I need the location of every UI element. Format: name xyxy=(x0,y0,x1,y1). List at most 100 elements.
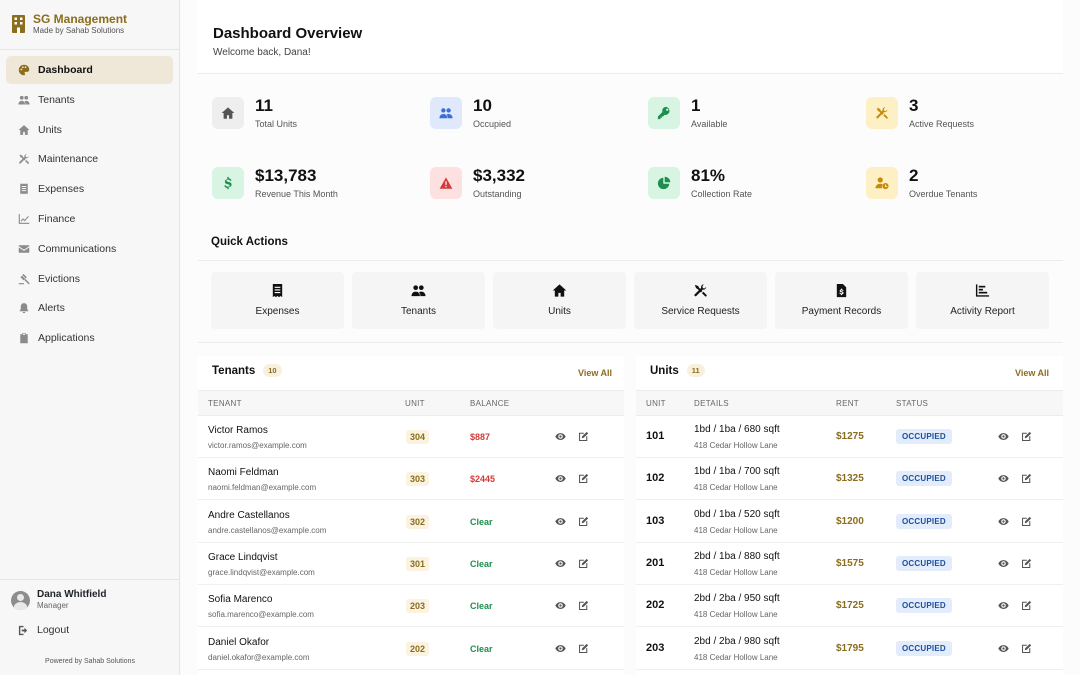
unit-number: 102 xyxy=(646,472,665,485)
sidebar-item-label: Maintenance xyxy=(38,153,99,166)
eye-icon[interactable] xyxy=(998,643,1009,654)
unit-address: 418 Cedar Hollow Lane xyxy=(694,441,778,450)
table-row[interactable]: Andre Castellanos andre.castellanos@examp… xyxy=(198,501,624,543)
unit-address: 418 Cedar Hollow Lane xyxy=(694,652,778,662)
quick-action-payment-records-button[interactable]: Payment Records xyxy=(775,272,908,329)
edit-icon[interactable] xyxy=(578,473,589,484)
stat-label: Active Requests xyxy=(909,119,975,129)
sidebar-item-alerts[interactable]: Alerts xyxy=(6,294,173,322)
edit-icon[interactable] xyxy=(578,516,589,527)
sign-out-icon xyxy=(18,625,28,635)
edit-icon[interactable] xyxy=(1021,431,1032,442)
quick-actions-grid: Expenses Tenants Units Service Requests Paym… xyxy=(211,272,1049,330)
unit-badge: 303 xyxy=(406,472,430,487)
table-row[interactable]: Victor Ramos victor.ramos@example.com 304 $… xyxy=(198,416,624,458)
logout-button[interactable]: Logout xyxy=(0,624,180,636)
tenants-view-all-link[interactable]: View All xyxy=(577,368,612,378)
tenant-email: daniel.okafor@example.com xyxy=(208,652,310,662)
table-row[interactable]: Sofia Marenco sofia.marenco@example.com 20… xyxy=(198,585,624,628)
stat-label: Available xyxy=(691,119,728,129)
quick-action-service-requests-button[interactable]: Service Requests xyxy=(634,272,767,329)
unit-address: 418 Cedar Hollow Lane xyxy=(694,610,778,620)
envelope-icon xyxy=(18,243,30,255)
brand[interactable]: SG Management Made by Sahab Solutions xyxy=(0,0,179,50)
sidebar-item-units[interactable]: Units xyxy=(6,116,173,144)
sidebar-item-label: Alerts xyxy=(38,302,65,315)
table-row[interactable]: Grace Lindqvist grace.lindqvist@example.c… xyxy=(198,543,624,585)
table-row[interactable]: 202 2bd / 2ba / 950 sqft 418 Cedar Hollow … xyxy=(636,585,1063,628)
eye-icon[interactable] xyxy=(998,431,1009,442)
eye-icon[interactable] xyxy=(998,516,1009,527)
eye-icon[interactable] xyxy=(555,558,566,569)
col-unit: UNIT xyxy=(646,399,666,408)
sidebar-item-tenants[interactable]: Tenants xyxy=(6,86,173,114)
edit-icon[interactable] xyxy=(1021,516,1032,527)
tenant-email: grace.lindqvist@example.com xyxy=(208,567,315,577)
edit-icon[interactable] xyxy=(578,600,589,611)
stat-card-revenue-this-month: $13,783 Revenue This Month xyxy=(198,154,398,212)
tenant-name: Victor Ramos xyxy=(208,425,268,436)
unit-number: 201 xyxy=(646,556,665,569)
users-icon xyxy=(430,97,462,129)
tenant-email: victor.ramos@example.com xyxy=(208,441,307,450)
sidebar-item-dashboard[interactable]: Dashboard xyxy=(6,56,173,84)
tenants-title: Tenants 10 xyxy=(212,364,282,377)
sidebar-item-communications[interactable]: Communications xyxy=(6,235,173,263)
edit-icon[interactable] xyxy=(578,431,589,442)
table-row[interactable]: Daniel Okafor daniel.okafor@example.com 20… xyxy=(198,628,624,670)
table-row[interactable]: 102 1bd / 1ba / 700 sqft 418 Cedar Hollow … xyxy=(636,458,1063,501)
edit-icon[interactable] xyxy=(578,558,589,569)
quick-action-label: Payment Records xyxy=(801,306,882,317)
eye-icon[interactable] xyxy=(555,643,566,654)
edit-icon[interactable] xyxy=(1021,643,1032,654)
table-row[interactable]: 101 1bd / 1ba / 680 sqft 418 Cedar Hollow … xyxy=(636,416,1063,458)
unit-rent: $1200 xyxy=(836,515,864,527)
table-row[interactable]: Naomi Feldman naomi.feldman@example.com 30… xyxy=(198,458,624,501)
tenant-name: Andre Castellanos xyxy=(208,509,290,521)
quick-action-label: Service Requests xyxy=(661,306,740,317)
sidebar-item-maintenance[interactable]: Maintenance xyxy=(6,145,173,173)
units-count-badge: 11 xyxy=(686,364,705,377)
status-badge: OCCUPIED xyxy=(896,429,952,444)
sidebar-item-expenses[interactable]: Expenses xyxy=(6,175,173,203)
table-row[interactable]: 103 0bd / 1ba / 520 sqft 418 Cedar Hollow … xyxy=(636,501,1063,543)
quick-action-label: Tenants xyxy=(400,306,437,317)
col-details: DETAILS xyxy=(694,399,729,408)
warning-icon xyxy=(430,167,462,199)
table-row[interactable]: 201 2bd / 1ba / 880 sqft 418 Cedar Hollow … xyxy=(636,543,1063,585)
unit-details: 2bd / 1ba / 880 sqft xyxy=(694,550,780,562)
quick-action-tenants-button[interactable]: Tenants xyxy=(352,272,485,329)
quick-action-units-button[interactable]: Units xyxy=(493,272,626,329)
edit-icon[interactable] xyxy=(1021,473,1032,484)
quick-action-label: Expenses xyxy=(255,306,300,317)
eye-icon[interactable] xyxy=(555,431,566,442)
quick-action-activity-report-button[interactable]: Activity Report xyxy=(916,272,1049,329)
edit-icon[interactable] xyxy=(1021,558,1032,569)
stat-label: Occupied xyxy=(473,119,512,129)
sidebar-item-applications[interactable]: Applications xyxy=(6,324,173,352)
eye-icon[interactable] xyxy=(555,473,566,484)
sidebar-item-evictions[interactable]: Evictions xyxy=(6,265,173,293)
edit-icon[interactable] xyxy=(578,643,589,654)
units-view-all-link[interactable]: View All xyxy=(1014,368,1049,378)
sidebar: SG Management Made by Sahab Solutions Da… xyxy=(0,0,180,675)
tenant-name: Naomi Feldman xyxy=(208,467,279,479)
eye-icon[interactable] xyxy=(998,473,1009,484)
user-role: Manager xyxy=(37,601,69,610)
eye-icon[interactable] xyxy=(555,516,566,527)
quick-action-expenses-button[interactable]: Expenses xyxy=(211,272,344,329)
edit-icon[interactable] xyxy=(1021,600,1032,611)
eye-icon[interactable] xyxy=(998,600,1009,611)
table-row[interactable]: 203 2bd / 2ba / 980 sqft 418 Cedar Hollow … xyxy=(636,628,1063,670)
avatar[interactable] xyxy=(11,590,30,610)
sidebar-item-finance[interactable]: Finance xyxy=(6,205,173,233)
units-table-header: UNIT DETAILS RENT STATUS xyxy=(636,390,1063,416)
tenant-email: naomi.feldman@example.com xyxy=(208,483,317,493)
stat-label: Total Units xyxy=(255,119,298,129)
stat-label: Collection Rate xyxy=(691,189,753,199)
eye-icon[interactable] xyxy=(555,600,566,611)
tenants-panel: Tenants 10 View All TENANT UNIT BALANCE … xyxy=(198,356,624,675)
powered-by: Powered by Sahab Solutions xyxy=(45,658,135,665)
eye-icon[interactable] xyxy=(998,558,1009,569)
sidebar-item-label: Dashboard xyxy=(38,64,93,76)
